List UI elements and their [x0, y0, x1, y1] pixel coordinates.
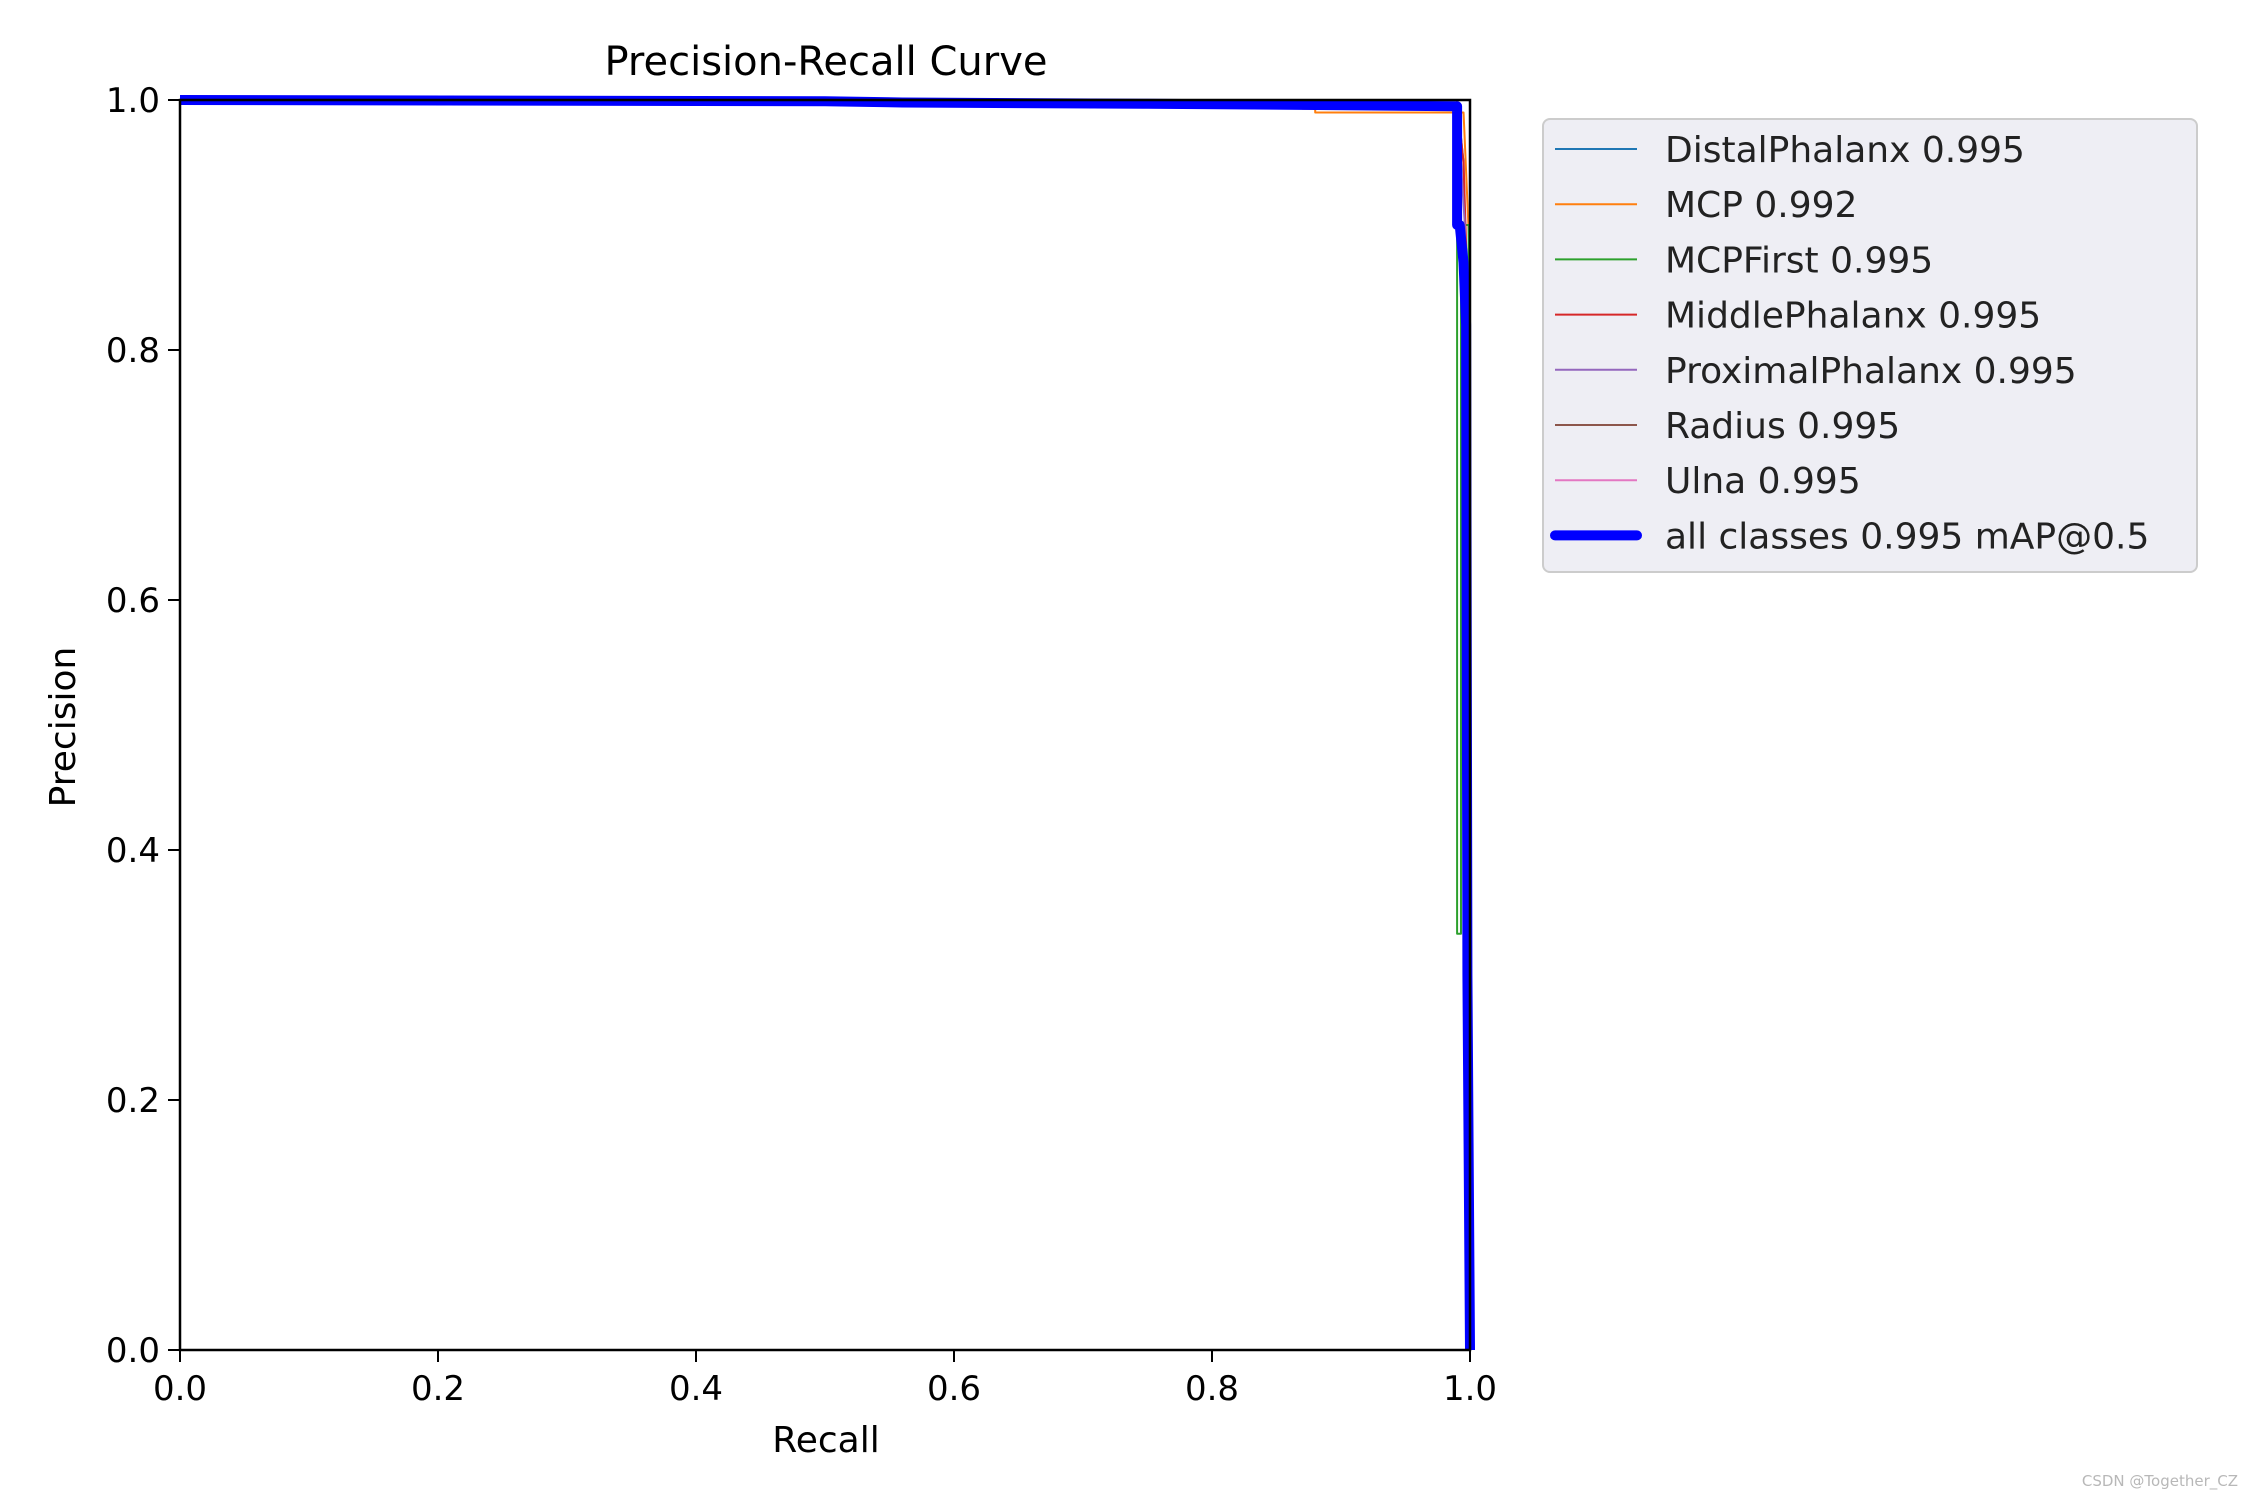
- series-line-4: [180, 99, 1471, 1351]
- plot-lines: [179, 95, 1475, 1351]
- chart-title: Precision-Recall Curve: [605, 39, 1048, 85]
- series-line-3: [180, 99, 1471, 1350]
- series-line-0: [180, 99, 1471, 1350]
- x-tick-label: 1.0: [1443, 1369, 1497, 1409]
- x-tick-label: 0.6: [927, 1369, 981, 1409]
- x-tick-label: 0.4: [669, 1369, 723, 1409]
- watermark: CSDN @Together_CZ: [2081, 1472, 2238, 1490]
- legend-label: Radius 0.995: [1665, 406, 1900, 447]
- legend-label: MCP 0.992: [1665, 185, 1857, 226]
- y-ticks: 0.0 0.2 0.4 0.6 0.8 1.0: [106, 81, 180, 1371]
- y-tick-label: 0.6: [106, 581, 160, 621]
- series-line-2: [180, 99, 1470, 1351]
- x-tick-label: 0.2: [411, 1369, 465, 1409]
- series-line-1: [180, 99, 1471, 1350]
- y-tick-label: 1.0: [106, 81, 160, 121]
- legend-label: Ulna 0.995: [1665, 461, 1861, 502]
- x-tick-label: 0.8: [1185, 1369, 1239, 1409]
- legend-box: [1542, 118, 2198, 573]
- y-axis-label: Precision: [43, 647, 84, 808]
- y-tick-label: 0.8: [106, 331, 160, 371]
- y-tick-label: 0.4: [106, 831, 160, 871]
- legend-label: MiddlePhalanx 0.995: [1665, 296, 2041, 337]
- x-tick-label: 0.0: [153, 1369, 207, 1409]
- series-line-7: [179, 95, 1475, 1351]
- legend-label: MCPFirst 0.995: [1665, 240, 1933, 281]
- y-tick-label: 0.0: [106, 1331, 160, 1371]
- series-line-6: [180, 99, 1471, 1350]
- plot-frame: [178, 98, 1472, 1352]
- legend-label: DistalPhalanx 0.995: [1665, 130, 2025, 171]
- x-ticks: 0.0 0.2 0.4 0.6 0.8 1.0: [153, 1350, 1497, 1409]
- legend-label: all classes 0.995 mAP@0.5: [1665, 516, 2149, 557]
- series-line-5: [180, 99, 1471, 1350]
- legend-label: ProximalPhalanx 0.995: [1665, 351, 2077, 392]
- x-axis-label: Recall: [772, 1420, 879, 1461]
- y-tick-label: 0.2: [106, 1081, 160, 1121]
- legend: DistalPhalanx 0.995 MCP 0.992 MCPFirst 0.9…: [1542, 118, 2198, 573]
